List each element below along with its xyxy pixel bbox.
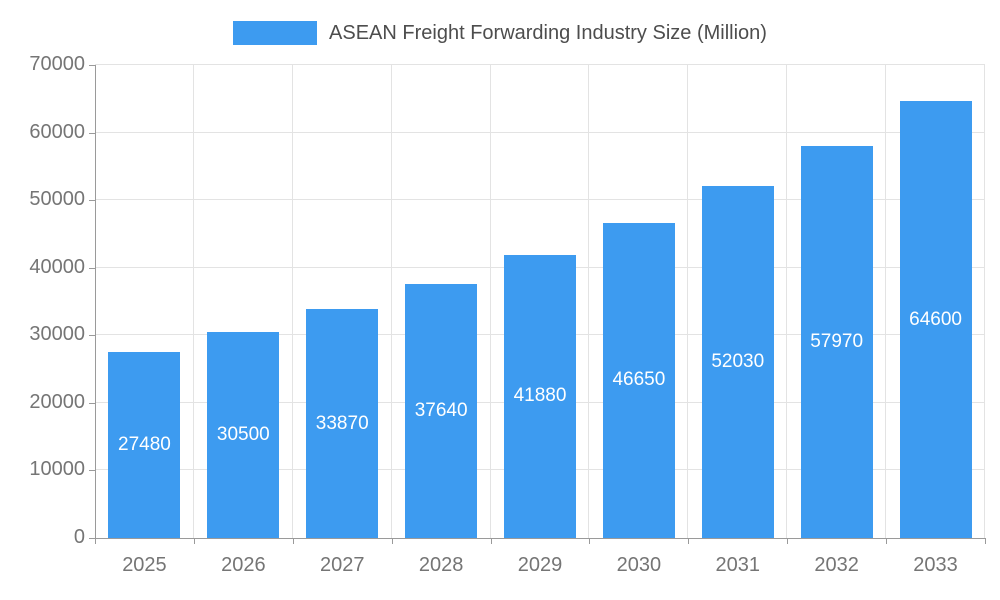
gridline-v [687,65,689,538]
y-tick-label: 30000 [29,323,85,346]
x-tick-label: 2027 [319,554,365,576]
bar-value-label: 41880 [513,385,567,407]
y-tick-label: 0 [73,526,85,548]
bar: 64600 [899,101,972,538]
y-tick-label: 20000 [29,390,85,413]
x-axis-line [95,538,985,539]
x-tick-label: 2029 [517,554,563,576]
x-axis-tick [787,538,789,544]
x-tick-label: 2033 [913,554,958,576]
x-tick-label: 2032 [814,554,859,576]
legend-swatch-icon [233,21,318,45]
x-axis-tick [193,538,195,544]
bar-value-label: 30500 [216,423,270,445]
bar-value-label: 64600 [909,308,962,330]
x-axis-tick [95,538,96,544]
bar-value-label: 37640 [414,399,468,421]
bar-value-label: 27480 [118,434,171,456]
bar: 57970 [800,146,873,538]
x-axis-tick [589,538,591,544]
gridline-v [192,65,194,538]
x-axis-tick [292,538,294,544]
x-tick-label: 2026 [221,554,266,576]
bar: 46650 [602,222,675,538]
x-axis-tick [490,538,492,544]
x-axis-tick [391,538,393,544]
gridline-v [786,65,788,538]
x-axis-tick [688,538,690,544]
y-axis-line [95,65,96,538]
legend[interactable]: ASEAN Freight Forwarding Industry Size (… [0,18,1000,48]
bar: 30500 [207,331,280,538]
gridline-h [95,131,985,133]
bar: 27480 [108,352,181,538]
x-tick-label: 2028 [418,554,464,576]
bar-value-label: 57970 [810,331,864,353]
x-tick-label: 2030 [616,554,662,576]
x-tick-label: 2031 [715,554,761,576]
gridline-v [291,65,293,538]
gridline-v [984,65,985,538]
x-axis-tick [985,538,986,544]
chart-title: ASEAN Freight Forwarding Industry Size (… [329,21,767,44]
bar: 33870 [306,309,379,538]
y-tick-label: 40000 [29,255,85,278]
bar: 41880 [504,255,576,538]
gridline-h [95,64,985,65]
gridline-v [885,65,887,538]
y-tick-label: 10000 [29,458,85,481]
x-axis-tick [886,538,888,544]
x-tick-label: 2025 [122,554,167,576]
bar-value-label: 46650 [612,369,666,391]
gridline-v [489,65,491,538]
y-tick-label: 50000 [29,188,85,211]
gridline-v [588,65,590,538]
bar-value-label: 33870 [315,412,369,434]
y-axis-tick [89,538,95,539]
gridline-v [390,65,392,538]
bar: 52030 [701,186,774,538]
y-tick-label: 70000 [29,53,85,75]
bar: 37640 [405,283,478,538]
plot-area: 27480 30500 33870 37640 41880 46650 52030 57970… [95,64,985,539]
y-tick-label: 60000 [29,120,85,143]
bar-value-label: 52030 [711,351,765,373]
